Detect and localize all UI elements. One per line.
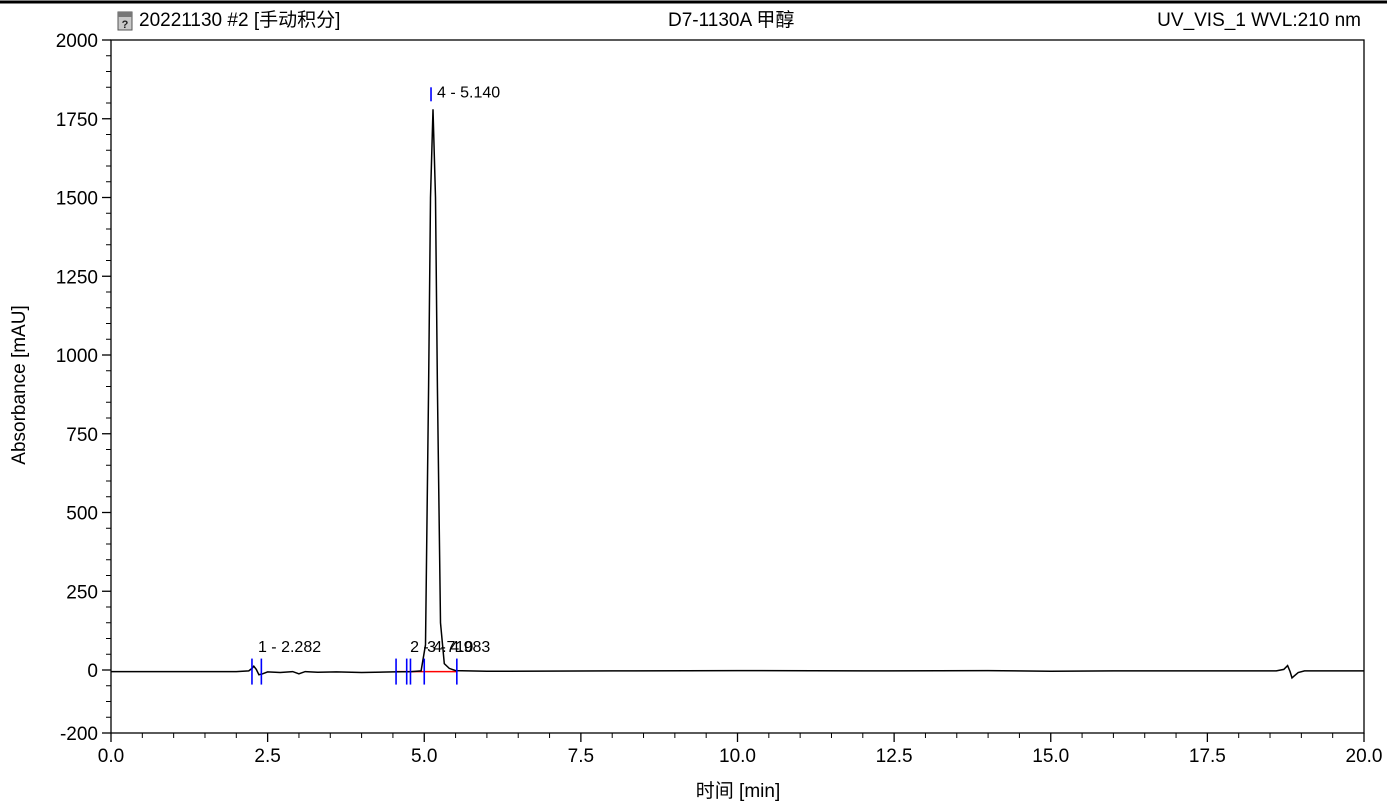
x-tick-label: 0.0 (98, 746, 124, 767)
y-tick-label: 1500 (56, 189, 98, 210)
peak-label: 4 - 5.140 (437, 84, 500, 101)
sequence-title: 20221130 #2 [手动积分] (139, 10, 341, 31)
x-tick-label: 20.0 (1346, 746, 1383, 767)
plot-frame (110, 39, 1365, 734)
y-tick-label: 500 (66, 504, 98, 525)
y-tick-label: 250 (66, 582, 98, 603)
integration-markers (251, 658, 458, 685)
x-tick-label: 15.0 (1032, 746, 1069, 767)
y-tick-label: 0 (87, 661, 98, 682)
peak-label: 1 - 2.282 (258, 639, 321, 656)
y-tick-label: 1000 (56, 346, 98, 367)
y-tick-label: 750 (66, 425, 98, 446)
peak-label: 3 - 4.983 (427, 639, 490, 656)
peak-label: 2 - 4.710 (410, 639, 473, 656)
svg-text:?: ? (122, 19, 129, 31)
x-tick-label: 17.5 (1189, 746, 1226, 767)
y-axis-label: Absorbance [mAU] (9, 305, 30, 465)
y-tick-label: 1250 (56, 267, 98, 288)
axis-tick-labels: -200 0 250 500 750 1000 1250 1500 1750 2000 0.0 2.5… (56, 31, 1383, 767)
y-tick-label: 1750 (56, 110, 98, 131)
y-tick-label: 2000 (56, 31, 98, 52)
x-tick-label: 7.5 (568, 746, 594, 767)
sample-title: D7-1130A 甲醇 (668, 10, 795, 31)
x-tick-label: 2.5 (254, 746, 280, 767)
file-question-icon: ? (117, 11, 133, 31)
y-tick-label: -200 (60, 724, 98, 745)
x-tick-label: 12.5 (876, 746, 913, 767)
x-axis-label: 时间 [min] (695, 781, 781, 802)
x-tick-label: 10.0 (719, 746, 756, 767)
chromatogram-trace (111, 109, 1364, 680)
x-tick-label: 5.0 (411, 746, 437, 767)
axis-ticks (102, 39, 1365, 742)
header-left: ? 20221130 #2 [手动积分] (117, 10, 340, 32)
channel-title: UV_VIS_1 WVL:210 nm (1157, 10, 1361, 31)
